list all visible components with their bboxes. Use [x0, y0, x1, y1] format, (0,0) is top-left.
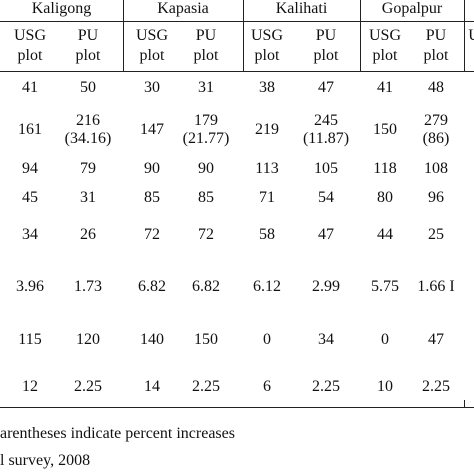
header-divider [464, 400, 465, 408]
table-cell: 38 [259, 79, 275, 96]
table-bottom-rule [0, 407, 474, 408]
table-cell: 120 [76, 331, 100, 348]
table-cell: 150 [194, 331, 218, 348]
table-cell: 179 (21.77) [182, 112, 230, 147]
column-header-line2: plot [193, 47, 219, 64]
table-cell: 2.25 [192, 378, 220, 395]
table-cell: 115 [18, 331, 42, 348]
table-cell: 0 [381, 331, 389, 348]
table-cell: 6.12 [253, 278, 281, 295]
table-cell: 54 [318, 189, 334, 206]
table-cell: 150 [373, 121, 397, 138]
table-cell: 6 [263, 378, 271, 395]
table-cell: 108 [424, 160, 448, 177]
table-cell: 0 [263, 331, 271, 348]
table-cell: 2.25 [422, 378, 450, 395]
table-cell: 47 [318, 226, 334, 243]
table-cell: 85 [198, 189, 214, 206]
header-group-rule [0, 21, 474, 22]
table-cell: 47 [318, 79, 334, 96]
column-header-line1: PU [315, 27, 337, 44]
table-cell: 90 [198, 160, 214, 177]
column-header-line1: USG [135, 27, 168, 44]
table-cell: 45 [22, 189, 38, 206]
column-header-line1: USG [368, 27, 401, 44]
table-cell: 10 [377, 378, 393, 395]
column-header-line1: USG [13, 27, 46, 44]
table-cell: 6.82 [138, 278, 166, 295]
table-cell: 118 [373, 160, 397, 177]
header-divider [243, 0, 244, 71]
table-cell: 80 [377, 189, 393, 206]
column-header-line1: USG [250, 27, 283, 44]
column-header-line2: plot [139, 47, 165, 64]
table-cell: 26 [80, 226, 96, 243]
table-cell: 5.75 [371, 278, 399, 295]
table-cell: 105 [314, 160, 338, 177]
column-header-line2: plot [372, 47, 398, 64]
column-header-line1: PU [425, 27, 447, 44]
column-header-line2: plot [423, 47, 449, 64]
header-divider [464, 0, 465, 71]
table-cell: 31 [80, 189, 96, 206]
table-cell: 41 [22, 79, 38, 96]
table-cell: 140 [140, 331, 164, 348]
group-header-kapasia: Kapasia [157, 0, 209, 17]
table-cell: 1.73 [74, 278, 102, 295]
group-header-gopalpur: Gopalpur [381, 0, 443, 17]
table-cell: 96 [428, 189, 444, 206]
table-cell: 216 (34.16) [64, 112, 112, 147]
table-cell: 279 (86) [422, 112, 450, 147]
group-header-kalihati: Kalihati [275, 0, 328, 17]
table-cell: 79 [80, 160, 96, 177]
table-cell: 71 [259, 189, 275, 206]
table-cell: 6.82 [192, 278, 220, 295]
table-cell: 30 [144, 79, 160, 96]
data-table: Kaligong Kapasia Kalihati Gopalpur USG pl… [0, 0, 474, 408]
table-cell: 50 [80, 79, 96, 96]
column-header-line1: PU [195, 27, 217, 44]
column-header-line2: plot [254, 47, 280, 64]
table-cell: 44 [377, 226, 393, 243]
table-cell: 58 [259, 226, 275, 243]
column-header-line2: plot [313, 47, 339, 64]
table-cell: 14 [144, 378, 160, 395]
footnote-source: l survey, 2008 [0, 452, 91, 469]
table-cell: 161 [18, 121, 42, 138]
table-cell: 47 [428, 331, 444, 348]
group-header-kaligong: Kaligong [31, 0, 92, 17]
header-divider [360, 0, 361, 71]
table-cell: 41 [377, 79, 393, 96]
table-cell: 3.96 [16, 278, 44, 295]
footnote-percent: arentheses indicate percent increases [0, 425, 235, 442]
table-cell: 31 [198, 79, 214, 96]
column-header-line1: PU [77, 27, 99, 44]
table-cell: 113 [255, 160, 279, 177]
header-divider [123, 0, 124, 71]
table-cell: 72 [144, 226, 160, 243]
table-cell: 25 [428, 226, 444, 243]
table-cell: 34 [22, 226, 38, 243]
column-header-line2: plot [17, 47, 43, 64]
table-cell: 48 [428, 79, 444, 96]
table-cell: 34 [318, 331, 334, 348]
table-cell: 85 [144, 189, 160, 206]
table-cell: 2.25 [312, 378, 340, 395]
column-header-line2: plot [75, 47, 101, 64]
table-cell: 2.25 [74, 378, 102, 395]
header-bottom-rule [0, 71, 474, 72]
table-cell: 2.99 [312, 278, 340, 295]
table-cell: 12 [22, 378, 38, 395]
table-cell: 1.66 I [417, 278, 455, 295]
table-cell: 72 [198, 226, 214, 243]
table-cell: 147 [140, 121, 164, 138]
table-cell: 94 [22, 160, 38, 177]
column-header-line1: U [449, 27, 474, 45]
table-cell: 90 [144, 160, 160, 177]
table-cell: 245 (11.87) [302, 112, 350, 147]
table-cell: 219 [255, 121, 279, 138]
